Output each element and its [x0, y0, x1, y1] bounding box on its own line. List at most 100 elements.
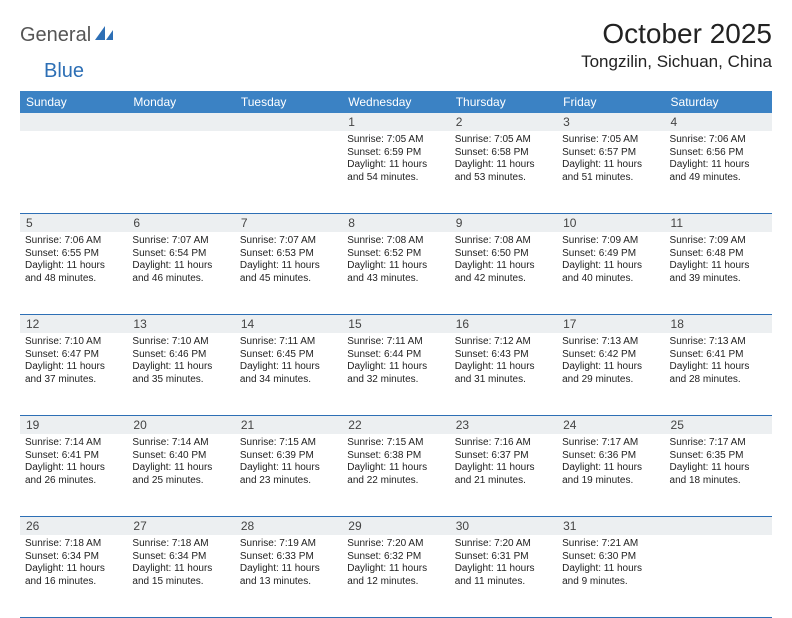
sunset-text: Sunset: 6:59 PM	[347, 147, 444, 160]
sunrise-text: Sunrise: 7:07 AM	[240, 235, 337, 248]
day-number-cell: 6	[127, 214, 234, 232]
sunrise-text: Sunrise: 7:11 AM	[240, 336, 337, 349]
day-number-cell: 31	[557, 517, 664, 535]
sunset-text: Sunset: 6:53 PM	[240, 248, 337, 261]
daylight-text: Daylight: 11 hours and 35 minutes.	[132, 361, 229, 386]
sunset-text: Sunset: 6:46 PM	[132, 349, 229, 362]
sunrise-text: Sunrise: 7:10 AM	[132, 336, 229, 349]
day-number-row: 1234	[20, 113, 772, 131]
day-number-cell: 24	[557, 416, 664, 434]
day-cell: Sunrise: 7:13 AMSunset: 6:42 PMDaylight:…	[557, 333, 664, 415]
day-number-cell	[235, 113, 342, 131]
sunset-text: Sunset: 6:57 PM	[562, 147, 659, 160]
day-cell: Sunrise: 7:20 AMSunset: 6:32 PMDaylight:…	[342, 535, 449, 617]
sunset-text: Sunset: 6:48 PM	[670, 248, 767, 261]
day-cell: Sunrise: 7:07 AMSunset: 6:54 PMDaylight:…	[127, 232, 234, 314]
sunset-text: Sunset: 6:35 PM	[670, 450, 767, 463]
week-row: Sunrise: 7:14 AMSunset: 6:41 PMDaylight:…	[20, 434, 772, 517]
day-number-cell: 25	[665, 416, 772, 434]
title-block: October 2025 Tongzilin, Sichuan, China	[581, 18, 772, 72]
day-number-cell: 30	[450, 517, 557, 535]
day-cell	[20, 131, 127, 213]
dow-header-cell: Sunday	[20, 91, 127, 113]
day-cell	[127, 131, 234, 213]
day-number-row: 567891011	[20, 214, 772, 232]
week-row: Sunrise: 7:05 AM Sunset: 6:59 PM Daylight:…	[20, 131, 772, 214]
day-number-cell: 28	[235, 517, 342, 535]
daylight-text: Daylight: 11 hours and 48 minutes.	[25, 260, 122, 285]
dow-header-cell: Wednesday	[342, 91, 449, 113]
daylight-text: Daylight: 11 hours and 31 minutes.	[455, 361, 552, 386]
daylight-text: Daylight: 11 hours and 43 minutes.	[347, 260, 444, 285]
sunset-text: Sunset: 6:56 PM	[670, 147, 767, 160]
sunset-text: Sunset: 6:42 PM	[562, 349, 659, 362]
sunrise-text: Sunrise: 7:05 AM	[455, 134, 552, 147]
day-cell: Sunrise: 7:10 AMSunset: 6:46 PMDaylight:…	[127, 333, 234, 415]
day-number-cell: 3	[557, 113, 664, 131]
sunset-text: Sunset: 6:47 PM	[25, 349, 122, 362]
daylight-text: Daylight: 11 hours and 15 minutes.	[132, 563, 229, 588]
logo-text-blue: Blue	[44, 60, 84, 83]
sunset-text: Sunset: 6:34 PM	[25, 551, 122, 564]
day-cell: Sunrise: 7:09 AMSunset: 6:49 PMDaylight:…	[557, 232, 664, 314]
sunrise-text: Sunrise: 7:15 AM	[240, 437, 337, 450]
sunrise-text: Sunrise: 7:13 AM	[562, 336, 659, 349]
sunrise-text: Sunrise: 7:13 AM	[670, 336, 767, 349]
day-number-cell	[20, 113, 127, 131]
week-row: Sunrise: 7:10 AMSunset: 6:47 PMDaylight:…	[20, 333, 772, 416]
day-number-cell: 7	[235, 214, 342, 232]
daylight-text: Daylight: 11 hours and 34 minutes.	[240, 361, 337, 386]
day-cell: Sunrise: 7:06 AMSunset: 6:56 PMDaylight:…	[665, 131, 772, 213]
sunset-text: Sunset: 6:58 PM	[455, 147, 552, 160]
sunrise-text: Sunrise: 7:09 AM	[562, 235, 659, 248]
sunrise-text: Sunrise: 7:17 AM	[562, 437, 659, 450]
day-cell: Sunrise: 7:17 AMSunset: 6:36 PMDaylight:…	[557, 434, 664, 516]
daylight-text: Daylight: 11 hours and 11 minutes.	[455, 563, 552, 588]
weeks-container: 1234 Sunrise: 7:05 AM Sunset: 6:59 PM Dayli…	[20, 113, 772, 618]
daylight-text: Daylight: 11 hours and 28 minutes.	[670, 361, 767, 386]
sunrise-text: Sunrise: 7:21 AM	[562, 538, 659, 551]
sunset-text: Sunset: 6:32 PM	[347, 551, 444, 564]
day-number-cell: 12	[20, 315, 127, 333]
daylight-text: Daylight: 11 hours and 19 minutes.	[562, 462, 659, 487]
sunset-text: Sunset: 6:50 PM	[455, 248, 552, 261]
sunrise-text: Sunrise: 7:19 AM	[240, 538, 337, 551]
days-of-week-header: SundayMondayTuesdayWednesdayThursdayFrid…	[20, 91, 772, 113]
day-cell: Sunrise: 7:11 AMSunset: 6:44 PMDaylight:…	[342, 333, 449, 415]
sunset-text: Sunset: 6:30 PM	[562, 551, 659, 564]
day-cell: Sunrise: 7:16 AMSunset: 6:37 PMDaylight:…	[450, 434, 557, 516]
daylight-text: Daylight: 11 hours and 53 minutes.	[455, 159, 552, 184]
daylight-text: Daylight: 11 hours and 37 minutes.	[25, 361, 122, 386]
day-cell: Sunrise: 7:06 AMSunset: 6:55 PMDaylight:…	[20, 232, 127, 314]
dow-header-cell: Thursday	[450, 91, 557, 113]
sunrise-text: Sunrise: 7:20 AM	[347, 538, 444, 551]
sunrise-text: Sunrise: 7:20 AM	[455, 538, 552, 551]
day-number-cell	[127, 113, 234, 131]
sunrise-text: Sunrise: 7:16 AM	[455, 437, 552, 450]
dow-header-cell: Tuesday	[235, 91, 342, 113]
day-cell: Sunrise: 7:15 AMSunset: 6:38 PMDaylight:…	[342, 434, 449, 516]
daylight-text: Daylight: 11 hours and 16 minutes.	[25, 563, 122, 588]
day-number-cell: 20	[127, 416, 234, 434]
sunset-text: Sunset: 6:40 PM	[132, 450, 229, 463]
day-number-cell: 26	[20, 517, 127, 535]
day-number-cell: 5	[20, 214, 127, 232]
sunrise-text: Sunrise: 7:14 AM	[25, 437, 122, 450]
sunset-text: Sunset: 6:34 PM	[132, 551, 229, 564]
sunset-text: Sunset: 6:44 PM	[347, 349, 444, 362]
day-cell: Sunrise: 7:19 AMSunset: 6:33 PMDaylight:…	[235, 535, 342, 617]
day-cell: Sunrise: 7:17 AMSunset: 6:35 PMDaylight:…	[665, 434, 772, 516]
day-number-cell: 27	[127, 517, 234, 535]
day-cell: Sunrise: 7:08 AMSunset: 6:52 PMDaylight:…	[342, 232, 449, 314]
day-cell: Sunrise: 7:14 AMSunset: 6:40 PMDaylight:…	[127, 434, 234, 516]
sunrise-text: Sunrise: 7:05 AM	[562, 134, 659, 147]
daylight-text: Daylight: 11 hours and 40 minutes.	[562, 260, 659, 285]
day-number-cell: 23	[450, 416, 557, 434]
day-number-cell: 15	[342, 315, 449, 333]
day-cell: Sunrise: 7:05 AMSunset: 6:59 PMDaylight:…	[342, 131, 449, 213]
day-number-cell: 10	[557, 214, 664, 232]
day-cell: Sunrise: 7:20 AMSunset: 6:31 PMDaylight:…	[450, 535, 557, 617]
sunset-text: Sunset: 6:43 PM	[455, 349, 552, 362]
day-number-cell: 17	[557, 315, 664, 333]
daylight-text: Daylight: 11 hours and 25 minutes.	[132, 462, 229, 487]
